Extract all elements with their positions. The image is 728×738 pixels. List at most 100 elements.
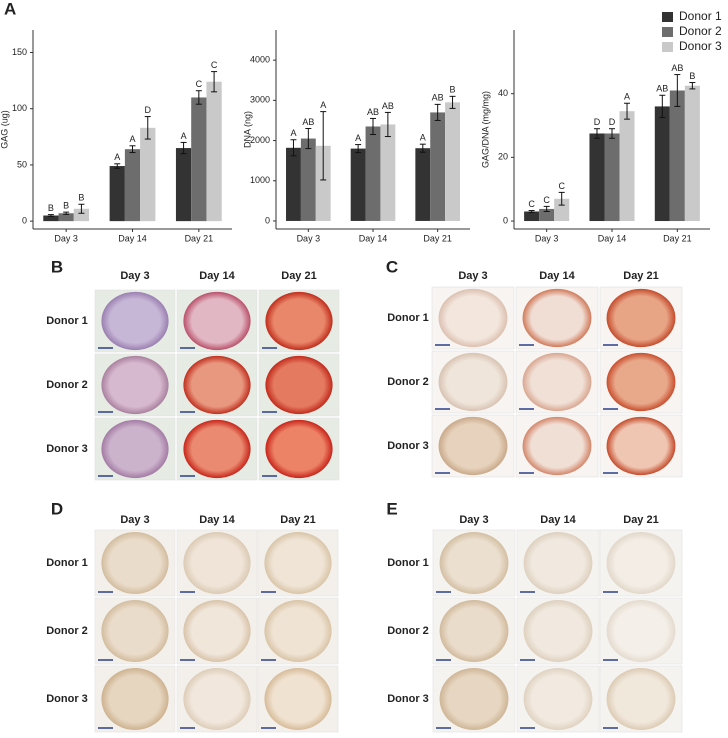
bar bbox=[140, 127, 156, 222]
micrograph bbox=[599, 529, 683, 597]
micrograph bbox=[431, 414, 515, 478]
error-bar bbox=[543, 205, 550, 212]
row-label: Donor 1 bbox=[387, 312, 429, 324]
tissue-section bbox=[265, 291, 333, 351]
row-label: Donor 1 bbox=[387, 557, 429, 569]
error-bar bbox=[593, 128, 600, 139]
significance-letter: AB bbox=[432, 93, 444, 103]
significance-letter: D bbox=[145, 105, 152, 115]
significance-letter: B bbox=[48, 203, 54, 213]
significance-letter: A bbox=[181, 131, 187, 141]
micrograph bbox=[176, 353, 258, 417]
micrograph bbox=[432, 597, 516, 665]
y-tick-label: 50 bbox=[17, 159, 27, 169]
tissue-section bbox=[183, 531, 251, 595]
tissue-section bbox=[606, 416, 676, 476]
y-tick-label: 0 bbox=[503, 215, 508, 225]
panel-label: E bbox=[386, 499, 397, 518]
bar bbox=[524, 211, 540, 222]
significance-letter: C bbox=[211, 60, 218, 70]
significance-letter: D bbox=[609, 117, 616, 127]
row-label: Donor 2 bbox=[46, 625, 88, 637]
tissue-section bbox=[101, 291, 169, 351]
significance-letter: A bbox=[129, 134, 135, 144]
error-bar bbox=[355, 144, 362, 154]
error-bar bbox=[195, 90, 202, 105]
column-header: Day 3 bbox=[458, 270, 487, 282]
x-tick-label: Day 3 bbox=[535, 233, 559, 243]
tissue-section bbox=[606, 531, 676, 595]
x-tick-label: Day 14 bbox=[598, 233, 627, 243]
bar bbox=[350, 148, 366, 221]
panel-label: C bbox=[386, 257, 398, 276]
x-tick-label: Day 14 bbox=[118, 233, 147, 243]
micrograph bbox=[599, 665, 683, 733]
significance-letter: A bbox=[320, 100, 326, 110]
y-tick-label: 1000 bbox=[250, 175, 270, 185]
error-bar bbox=[528, 210, 535, 213]
tissue-section bbox=[438, 288, 508, 348]
micrograph bbox=[94, 665, 176, 733]
error-bar bbox=[674, 74, 681, 107]
panel-label: D bbox=[51, 499, 63, 518]
bar bbox=[286, 147, 301, 221]
row-label: Donor 1 bbox=[46, 557, 88, 569]
bar bbox=[300, 138, 316, 221]
row-label: Donor 2 bbox=[387, 625, 429, 637]
error-bar bbox=[290, 139, 297, 157]
micrograph bbox=[257, 665, 339, 733]
bar bbox=[175, 148, 192, 222]
bar bbox=[124, 149, 141, 222]
column-header: Day 14 bbox=[540, 514, 576, 526]
significance-letter: AB bbox=[656, 84, 668, 94]
x-tick-label: Day 3 bbox=[297, 233, 321, 243]
micrograph bbox=[176, 597, 258, 665]
x-tick-label: Day 21 bbox=[423, 233, 452, 243]
tissue-section bbox=[522, 352, 592, 412]
column-header: Day 21 bbox=[623, 270, 658, 282]
y-tick-label: 3000 bbox=[250, 95, 270, 105]
row-label: Donor 1 bbox=[46, 315, 88, 327]
tissue-section bbox=[183, 291, 251, 351]
micrograph bbox=[176, 529, 258, 597]
x-tick-label: Day 14 bbox=[359, 233, 388, 243]
significance-letter: C bbox=[558, 181, 565, 191]
legend-label: Donor 1 bbox=[679, 9, 722, 23]
error-bar bbox=[63, 211, 70, 215]
bar bbox=[554, 198, 570, 222]
tissue-section bbox=[438, 352, 508, 412]
bar bbox=[604, 133, 620, 222]
micrograph bbox=[599, 350, 683, 414]
bar bbox=[430, 112, 446, 221]
bar bbox=[539, 208, 555, 222]
y-axis-label: GAG (ug) bbox=[0, 110, 9, 149]
column-header: Day 3 bbox=[120, 514, 149, 526]
significance-letter: A bbox=[355, 133, 361, 143]
y-axis-label: GAG/DNA (mg/mg) bbox=[480, 91, 490, 168]
micrograph bbox=[176, 289, 258, 353]
tissue-section bbox=[523, 667, 593, 731]
error-bar bbox=[144, 116, 151, 140]
bar bbox=[445, 102, 460, 221]
error-bar bbox=[114, 163, 121, 169]
tissue-section bbox=[606, 667, 676, 731]
micrograph bbox=[515, 286, 599, 350]
panel-label: A bbox=[4, 0, 16, 18]
error-bar bbox=[419, 143, 426, 153]
micrograph bbox=[432, 529, 516, 597]
significance-letter: AB bbox=[367, 107, 379, 117]
micrograph bbox=[516, 665, 600, 733]
legend-label: Donor 2 bbox=[679, 24, 722, 38]
row-label: Donor 2 bbox=[46, 379, 88, 391]
tissue-section bbox=[264, 599, 332, 663]
tissue-section bbox=[101, 355, 169, 415]
tissue-section bbox=[523, 599, 593, 663]
tissue-section bbox=[606, 288, 676, 348]
significance-letter: AB bbox=[671, 63, 683, 73]
error-bar bbox=[609, 128, 615, 139]
tissue-section bbox=[101, 531, 169, 595]
significance-letter: C bbox=[196, 79, 203, 89]
error-bar bbox=[129, 145, 136, 154]
y-tick-label: 4000 bbox=[250, 55, 270, 65]
